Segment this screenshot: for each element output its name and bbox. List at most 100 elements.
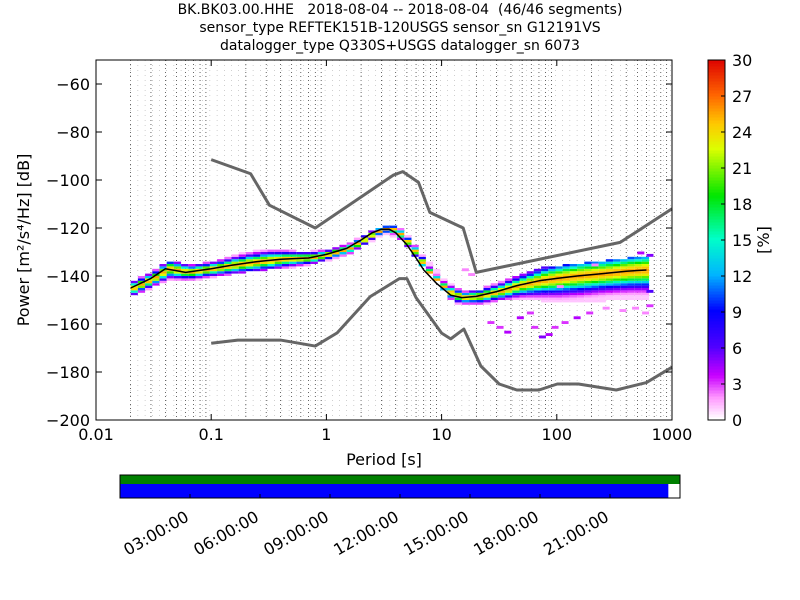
colorbar-label: [%]	[754, 226, 773, 254]
density-cell	[454, 292, 462, 296]
colorbar-segment	[708, 411, 725, 415]
density-cell	[627, 285, 635, 288]
density-cell	[591, 285, 599, 288]
density-cell	[605, 261, 614, 264]
density-cell	[605, 268, 614, 272]
density-cell	[490, 285, 498, 288]
density-cell	[152, 278, 160, 281]
density-cell	[281, 249, 290, 252]
density-cell	[267, 264, 275, 267]
colorbar-segment	[708, 162, 725, 166]
density-cell	[577, 297, 585, 300]
density-cell	[418, 254, 426, 257]
density-cell	[209, 276, 218, 279]
colorbar-segment	[708, 354, 725, 358]
x-tick-label: 1	[321, 425, 331, 444]
colorbar-segment	[708, 138, 725, 142]
density-cell	[130, 288, 138, 291]
density-cell	[613, 295, 621, 298]
density-cell	[577, 264, 585, 267]
density-cell	[195, 273, 203, 276]
colorbar-segment	[708, 111, 725, 115]
colorbar-segment	[708, 387, 725, 391]
colorbar-segment	[708, 216, 725, 220]
density-cell	[483, 302, 491, 305]
density-cell	[634, 288, 642, 291]
density-cell	[188, 268, 196, 272]
density-cell	[267, 254, 275, 257]
colorbar-segment	[708, 402, 725, 406]
density-cell	[274, 249, 282, 252]
colorbar-segment	[708, 381, 725, 385]
outlier-cell	[504, 330, 512, 334]
colorbar-segment	[708, 267, 725, 271]
plot-frame	[95, 59, 673, 421]
density-cell	[195, 266, 203, 269]
density-cell	[375, 235, 383, 238]
density-cell	[620, 268, 628, 272]
density-cell	[605, 297, 614, 300]
density-cell	[202, 276, 210, 279]
density-cell	[541, 300, 549, 303]
density-cell	[505, 295, 513, 298]
density-cell	[209, 266, 218, 269]
density-cell	[591, 276, 599, 279]
density-cell	[627, 288, 635, 291]
density-cell	[411, 244, 419, 248]
colorbar-tick-label: 3	[732, 375, 742, 394]
density-cell	[281, 252, 290, 255]
density-cell	[577, 290, 585, 293]
density-cell	[130, 290, 138, 293]
colorbar-segment	[708, 84, 725, 88]
density-cell	[173, 276, 182, 279]
density-cell	[130, 280, 138, 284]
colorbar-tick-label: 9	[732, 303, 742, 322]
colorbar-segment	[708, 120, 725, 124]
density-cell	[267, 249, 275, 252]
outlier-cell	[496, 325, 504, 329]
density-cell	[620, 295, 628, 298]
colorbar-tick-label: 18	[732, 195, 752, 214]
density-cell	[224, 271, 232, 274]
density-cell	[411, 252, 419, 255]
density-cell	[548, 283, 556, 286]
density-cell	[548, 295, 556, 298]
colorbar-segment	[708, 204, 725, 208]
density-cell	[469, 297, 477, 300]
density-cell	[591, 268, 599, 272]
density-cell	[411, 249, 419, 252]
density-cell	[281, 254, 290, 257]
density-cell	[289, 261, 297, 264]
density-cell	[260, 256, 268, 260]
outlier-cell	[538, 335, 546, 339]
colorbar-segment	[708, 300, 725, 304]
y-tick-label: −160	[46, 315, 90, 334]
colorbar-segment	[708, 195, 725, 199]
colorbar-segment	[708, 231, 725, 235]
colorbar-segment	[708, 303, 725, 307]
y-axis-label: Power [m²/s⁴/Hz] [dB]	[14, 154, 33, 327]
density-cell	[353, 247, 362, 250]
density-cell	[404, 242, 412, 245]
density-cell	[569, 280, 578, 284]
colorbar-segment	[708, 240, 725, 244]
colorbar-segment	[708, 159, 725, 163]
density-cell	[641, 273, 650, 276]
density-cell	[325, 249, 333, 252]
density-cell	[375, 230, 383, 233]
plot-background	[96, 60, 672, 420]
density-cell	[562, 295, 570, 298]
density-cell	[130, 283, 138, 286]
density-cell	[641, 292, 650, 296]
colorbar-segment	[708, 294, 725, 298]
density-cell	[253, 256, 261, 260]
density-cell	[461, 300, 470, 303]
density-cell	[505, 283, 513, 286]
density-cell	[605, 264, 614, 267]
timeline-tick-label: 09:00:00	[260, 507, 332, 559]
density-cell	[389, 225, 398, 228]
density-cell	[613, 280, 621, 284]
density-cell	[519, 273, 527, 276]
density-cell	[627, 297, 635, 300]
density-cell	[533, 292, 542, 296]
